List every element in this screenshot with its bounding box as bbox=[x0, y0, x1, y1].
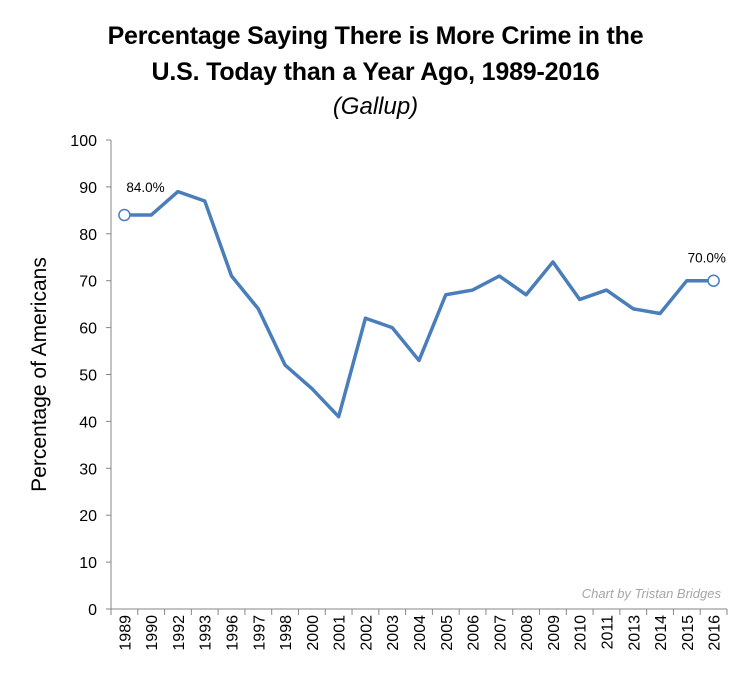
x-tick-label: 2004 bbox=[412, 615, 429, 651]
x-tick-label: 1997 bbox=[251, 615, 268, 651]
x-tick-label: 2015 bbox=[680, 615, 697, 651]
y-tick-label: 70 bbox=[79, 274, 97, 291]
x-tick-label: 2014 bbox=[653, 615, 670, 651]
y-tick-label: 80 bbox=[79, 227, 97, 244]
y-axis-label: Percentage of Americans bbox=[28, 257, 51, 492]
x-tick-label: 2001 bbox=[332, 615, 349, 651]
y-tick-label: 10 bbox=[79, 555, 97, 572]
x-tick-label: 1990 bbox=[144, 615, 161, 651]
x-tick-label: 2003 bbox=[385, 615, 402, 651]
x-tick-label: 2013 bbox=[626, 615, 643, 651]
x-tick-label: 2009 bbox=[546, 615, 563, 651]
x-axis-ticks: 1989 1990 1992 1993 1996 1997 1998 2000 2001 2002… bbox=[110, 609, 728, 651]
x-tick-label: 2010 bbox=[573, 615, 590, 651]
x-tick-label: 2016 bbox=[707, 615, 724, 651]
series-group bbox=[122, 189, 716, 419]
x-tick-label: 2008 bbox=[519, 615, 536, 651]
x-tick-label: 2000 bbox=[305, 615, 322, 651]
y-tick-label: 30 bbox=[79, 461, 97, 478]
data-label: 70.0% bbox=[688, 251, 726, 266]
chart-title-line-2: U.S. Today than a Year Ago, 1989-2016 bbox=[151, 58, 600, 86]
x-tick-label: 1992 bbox=[171, 615, 188, 651]
chart-credit: Chart by Tristan Bridges bbox=[582, 586, 722, 601]
x-tick-label: 2005 bbox=[439, 615, 456, 651]
chart-axes bbox=[110, 140, 727, 610]
x-tick-label: 1996 bbox=[225, 615, 242, 651]
annotations-group: 84.0% 70.0% bbox=[118, 180, 726, 287]
x-tick-label: 1993 bbox=[198, 615, 215, 651]
y-tick-label: 90 bbox=[79, 180, 97, 197]
y-tick-label: 100 bbox=[70, 133, 97, 150]
y-tick-label: 40 bbox=[79, 414, 97, 431]
x-tick-label: 1989 bbox=[117, 615, 134, 651]
data-point-marker bbox=[118, 208, 131, 222]
data-label: 84.0% bbox=[126, 180, 164, 195]
y-tick-label: 60 bbox=[79, 321, 97, 338]
x-tick-label: 2007 bbox=[492, 615, 509, 651]
y-tick-label: 0 bbox=[88, 602, 97, 619]
y-axis-ticks: 0 10 20 30 40 50 60 70 80 90 100 bbox=[70, 133, 111, 619]
series-line bbox=[122, 189, 716, 419]
data-point-marker bbox=[707, 274, 720, 287]
x-tick-label: 1998 bbox=[278, 615, 295, 651]
x-tick-label: 2002 bbox=[358, 615, 375, 651]
x-tick-label: 2011 bbox=[599, 615, 616, 650]
y-tick-label: 50 bbox=[79, 368, 97, 385]
chart-subtitle: (Gallup) bbox=[332, 93, 419, 120]
x-tick-label: 2006 bbox=[466, 615, 483, 651]
chart-title-line-1: Percentage Saying There is More Crime in… bbox=[107, 22, 644, 50]
y-tick-label: 20 bbox=[79, 508, 97, 525]
